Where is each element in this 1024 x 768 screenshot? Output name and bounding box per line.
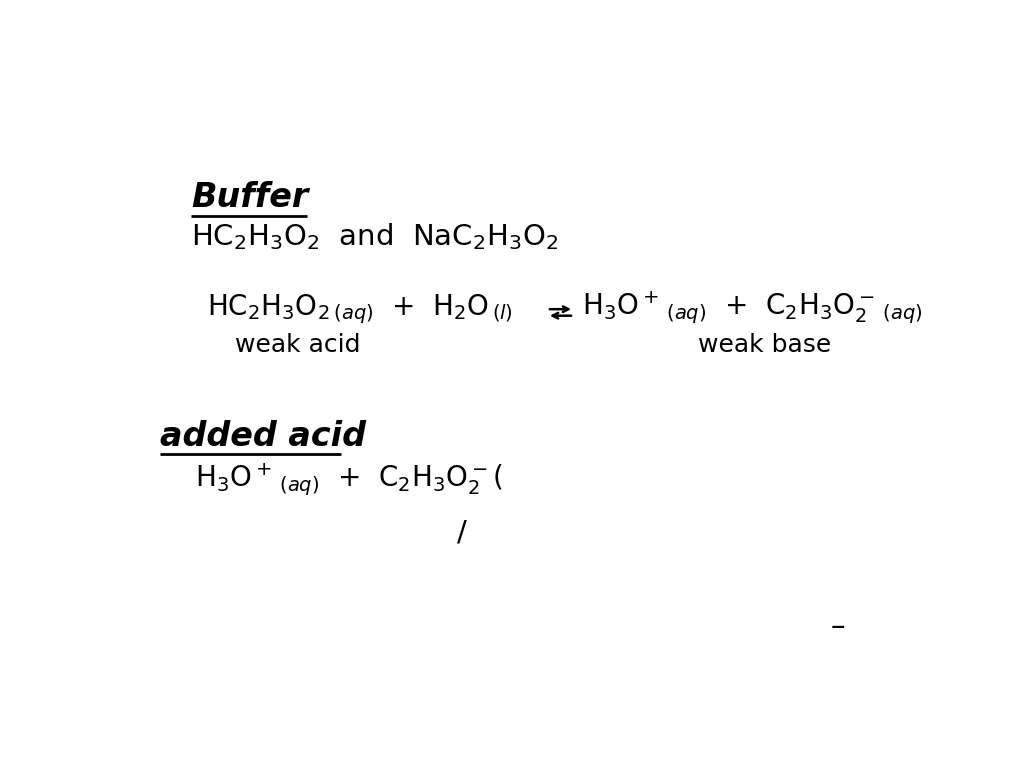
- Text: –: –: [830, 613, 845, 641]
- Text: weak base: weak base: [697, 333, 831, 357]
- Text: HC$_2$H$_3$O$_{2}$$_{\,(aq)}$  +  H$_2$O$_{\,(l)}$: HC$_2$H$_3$O$_{2}$$_{\,(aq)}$ + H$_2$O$_…: [207, 293, 513, 326]
- Text: H$_3$O$^+$$_{\,(aq)}$  +  C$_2$H$_3$O$_2^-$(: H$_3$O$^+$$_{\,(aq)}$ + C$_2$H$_3$O$_2^-…: [196, 462, 503, 498]
- Text: H$_3$O$^+$$_{\,(aq)}$  +  C$_2$H$_3$O$_2^-$$_{\,(aq)}$: H$_3$O$^+$$_{\,(aq)}$ + C$_2$H$_3$O$_2^-…: [582, 290, 923, 326]
- Text: /: /: [458, 518, 467, 546]
- Text: added acid: added acid: [160, 420, 366, 453]
- Text: Buffer: Buffer: [191, 181, 309, 214]
- Text: HC$_2$H$_3$O$_2$  and  NaC$_2$H$_3$O$_2$: HC$_2$H$_3$O$_2$ and NaC$_2$H$_3$O$_2$: [191, 220, 558, 252]
- Text: weak acid: weak acid: [236, 333, 360, 357]
